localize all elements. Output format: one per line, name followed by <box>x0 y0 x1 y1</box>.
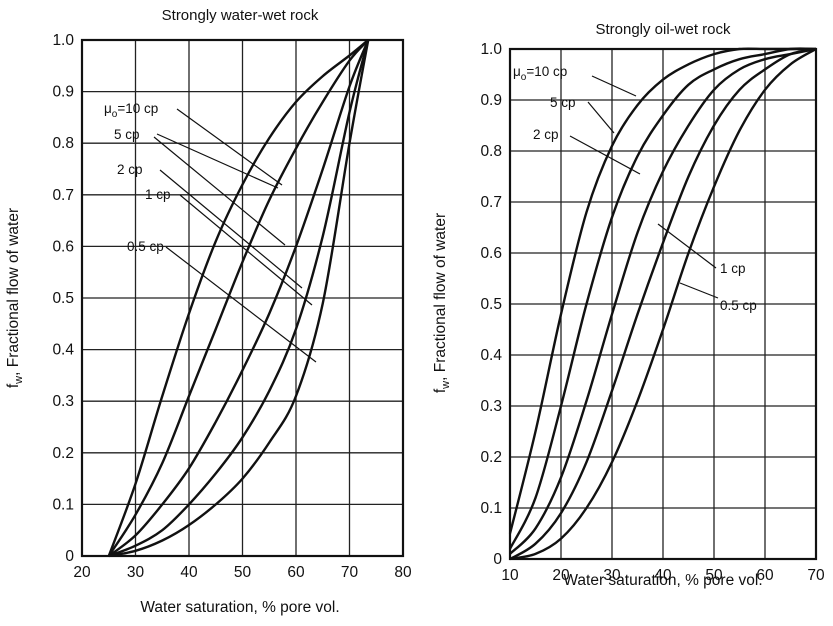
left-y-tick-label: 0.9 <box>52 84 74 101</box>
right-x-tick-label: 10 <box>501 567 519 584</box>
right-chart-title: Strongly oil-wet rock <box>595 21 731 38</box>
left-label-2cp: 2 cp <box>117 162 143 177</box>
right-annotations: μo=10 cp 5 cp 2 cp 1 cp 0.5 cp <box>513 64 757 313</box>
right-y-tick-labels: 0 0.1 0.2 0.3 0.4 0.5 0.6 0.7 0.8 0.9 1.0 <box>480 41 502 568</box>
left-leader-5cp-a <box>157 134 278 188</box>
left-label-1cp: 1 cp <box>145 187 171 202</box>
left-y-tick-label: 0.6 <box>52 238 74 255</box>
left-y-tick-labels: 0 0.1 0.2 0.3 0.4 0.5 0.6 0.7 0.8 0.9 1.0 <box>52 32 74 565</box>
right-leader-05cp <box>680 283 718 298</box>
left-x-tick-label: 50 <box>234 564 252 581</box>
left-y-tick-label: 1.0 <box>52 32 74 49</box>
left-label-10cp-text: =10 cp <box>117 101 158 116</box>
left-leader-1cp <box>180 195 312 305</box>
left-y-tick-label: 0.3 <box>52 393 74 410</box>
right-mu-symbol: μ <box>513 64 521 79</box>
right-label-2cp: 2 cp <box>533 127 559 142</box>
right-y-tick-label: 0.3 <box>480 398 502 415</box>
right-y-tick-label: 0.9 <box>480 92 502 109</box>
left-x-tick-label: 70 <box>341 564 359 581</box>
right-y-axis-label-rest: , Fractional flow of water <box>432 213 449 381</box>
right-x-tick-label: 70 <box>807 567 825 584</box>
right-y-tick-label: 0.5 <box>480 296 502 313</box>
right-y-axis-label: fw, Fractional flow of water <box>432 213 452 393</box>
left-y-tick-label: 0 <box>65 548 74 565</box>
right-panel: Strongly oil-wet rock 10 20 30 40 50 60 70 00.… <box>432 21 825 589</box>
right-label-10cp-text: =10 cp <box>526 64 567 79</box>
left-y-axis-label-rest: , Fractional flow of water <box>5 208 22 376</box>
left-y-axis-label-sub: w <box>13 376 25 385</box>
right-leader-1cp <box>658 224 716 268</box>
right-leader-2cp <box>570 136 640 174</box>
left-label-05cp: 0.5 cp <box>127 239 164 254</box>
left-panel: Strongly water-wet rock 20 30 40 50 60 70 80 0… <box>5 7 412 616</box>
right-label-10cp: μo=10 cp <box>513 64 567 83</box>
left-x-tick-label: 40 <box>180 564 198 581</box>
right-y-axis-label-sub: w <box>440 381 452 390</box>
left-mu-symbol: μ <box>104 101 112 116</box>
left-x-tick-label: 30 <box>127 564 145 581</box>
left-x-axis-label: Water saturation, % pore vol. <box>140 599 339 616</box>
left-y-tick-label: 0.7 <box>52 187 74 204</box>
left-y-tick-label: 0.8 <box>52 135 74 152</box>
left-chart-title: Strongly water-wet rock <box>162 7 319 24</box>
right-x-axis-label: Water saturation, % pore vol. <box>563 572 762 589</box>
right-label-05cp: 0.5 cp <box>720 298 757 313</box>
right-y-tick-label: 0 <box>493 551 502 568</box>
right-leader-10cp <box>592 76 636 96</box>
left-label-5cp: 5 cp <box>114 127 140 142</box>
left-y-tick-label: 0.4 <box>52 342 74 359</box>
right-y-tick-label: 0.8 <box>480 143 502 160</box>
left-y-tick-label: 0.2 <box>52 445 74 462</box>
right-leader-5cp <box>588 102 614 133</box>
left-x-tick-label: 60 <box>287 564 305 581</box>
left-x-tick-labels: 20 30 40 50 60 70 80 <box>73 564 412 581</box>
right-y-tick-label: 0.4 <box>480 347 502 364</box>
left-label-10cp: μo=10 cp <box>104 101 158 120</box>
left-y-tick-label: 0.1 <box>52 496 74 513</box>
left-leader-2cp <box>160 170 302 288</box>
right-y-tick-label: 0.7 <box>480 194 502 211</box>
left-y-axis-label: fw, Fractional flow of water <box>5 208 25 388</box>
left-leader-10cp <box>177 109 282 185</box>
right-y-tick-label: 1.0 <box>480 41 502 58</box>
right-label-1cp: 1 cp <box>720 261 746 276</box>
left-x-tick-label: 80 <box>394 564 412 581</box>
right-y-tick-label: 0.2 <box>480 449 502 466</box>
right-grid <box>510 49 816 559</box>
left-y-tick-label: 0.5 <box>52 290 74 307</box>
right-y-tick-label: 0.1 <box>480 500 502 517</box>
right-y-tick-label: 0.6 <box>480 245 502 262</box>
left-leader-5cp <box>154 137 285 245</box>
right-label-5cp: 5 cp <box>550 95 576 110</box>
left-x-tick-label: 20 <box>73 564 91 581</box>
